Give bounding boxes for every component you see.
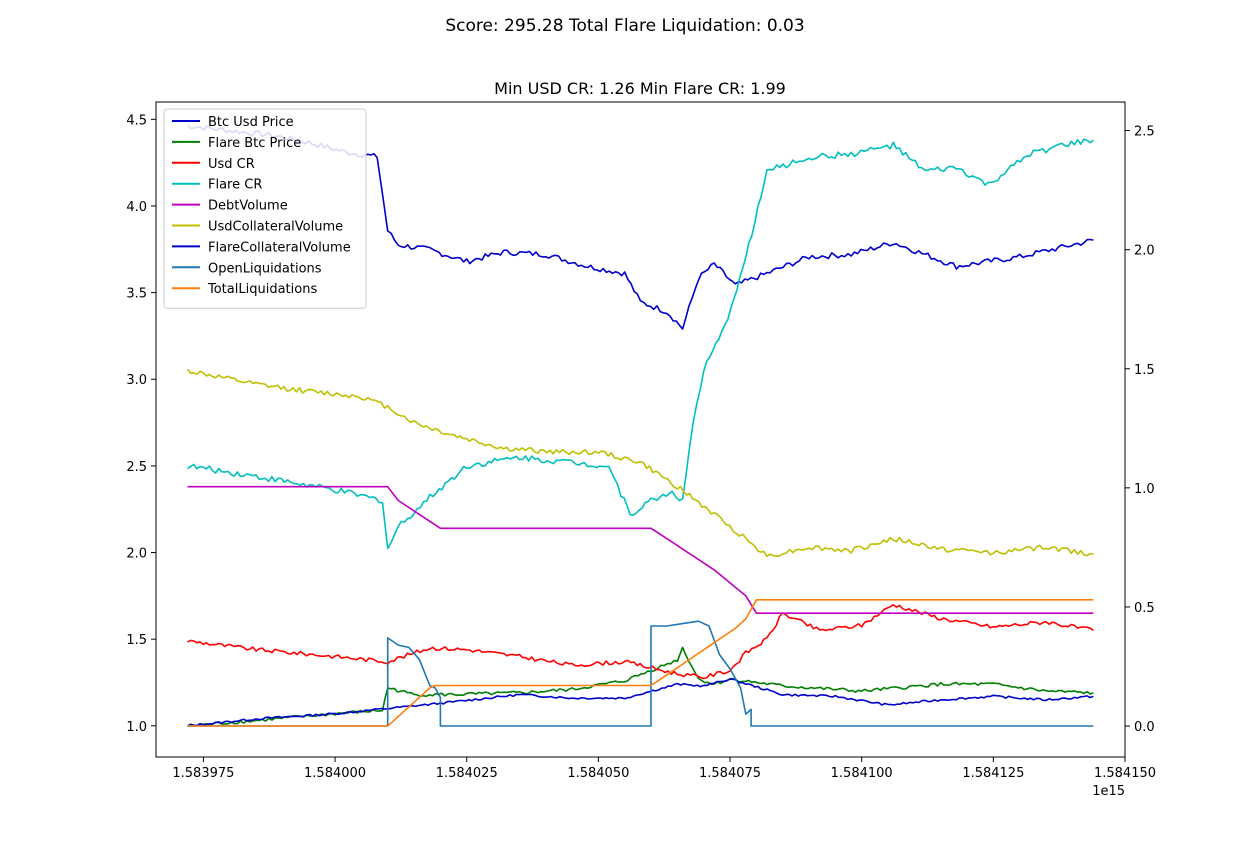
- y-left-tick-label: 3.5: [126, 287, 147, 302]
- x-offset-label: 1e15: [1092, 784, 1125, 799]
- y-left-tick-label: 2.0: [126, 547, 147, 562]
- y-right-tick-label: 0.5: [1134, 601, 1155, 616]
- legend-box: [163, 108, 367, 309]
- y-left-tick-label: 1.0: [126, 720, 147, 735]
- y-left-tick-label: 4.0: [126, 200, 147, 215]
- y-right-tick-label: 2.5: [1134, 125, 1155, 140]
- x-tick-label: 1.584150: [1094, 766, 1156, 781]
- x-tick-label: 1.584100: [831, 766, 893, 781]
- figure-suptitle: Score: 295.28 Total Flare Liquidation: 0…: [445, 16, 804, 36]
- legend-label: Usd CR: [208, 157, 255, 172]
- series-line-flare-btc-price: [187, 646, 1094, 727]
- x-tick-label: 1.583975: [172, 766, 234, 781]
- legend-label: OpenLiquidations: [208, 261, 322, 276]
- y-left-tick-label: 2.5: [126, 460, 147, 475]
- legend-label: FlareCollateralVolume: [208, 240, 351, 255]
- series-line-usdcollateralvolume: [186, 368, 1094, 558]
- series-line-usd-cr: [187, 603, 1094, 680]
- x-tick-label: 1.584125: [962, 766, 1024, 781]
- legend-label: UsdCollateralVolume: [208, 220, 343, 235]
- legend-label: Flare CR: [208, 178, 262, 193]
- legend-label: Flare Btc Price: [208, 136, 301, 151]
- y-right-tick-label: 0.0: [1134, 720, 1155, 735]
- axes-layer: 1.583975 1.584000 1.584025 1.584050 1.584075…: [126, 101, 1156, 781]
- series-line-flarecollateralvolume: [187, 678, 1094, 727]
- series-line-debtvolume: [187, 485, 1094, 615]
- y-left-tick-label: 4.5: [126, 113, 147, 128]
- y-right-tick-label: 1.5: [1134, 363, 1155, 378]
- y-right-tick-label: 2.0: [1134, 244, 1155, 259]
- y-right-tick-label: 1.0: [1134, 482, 1155, 497]
- series-line-totalliquidations: [187, 598, 1094, 727]
- series-line-flare-cr: [187, 138, 1094, 550]
- legend-label: DebtVolume: [208, 199, 288, 214]
- y-left-tick-label: 1.5: [126, 633, 147, 648]
- plot-frame: [155, 101, 1126, 758]
- series-layer: [186, 124, 1094, 727]
- series-line-openliquidations: [187, 620, 1094, 727]
- x-tick-label: 1.584075: [699, 766, 761, 781]
- chart-title: Min USD CR: 1.26 Min Flare CR: 1.99: [494, 79, 786, 98]
- x-tick-label: 1.584025: [436, 766, 498, 781]
- y-left-tick-label: 3.0: [126, 373, 147, 388]
- legend: Btc Usd Price Flare Btc Price Usd CR Flare …: [163, 108, 367, 309]
- x-tick-label: 1.584000: [304, 766, 366, 781]
- x-tick-label: 1.584050: [567, 766, 629, 781]
- legend-label: Btc Usd Price: [208, 115, 294, 130]
- legend-label: TotalLiquidations: [207, 282, 317, 297]
